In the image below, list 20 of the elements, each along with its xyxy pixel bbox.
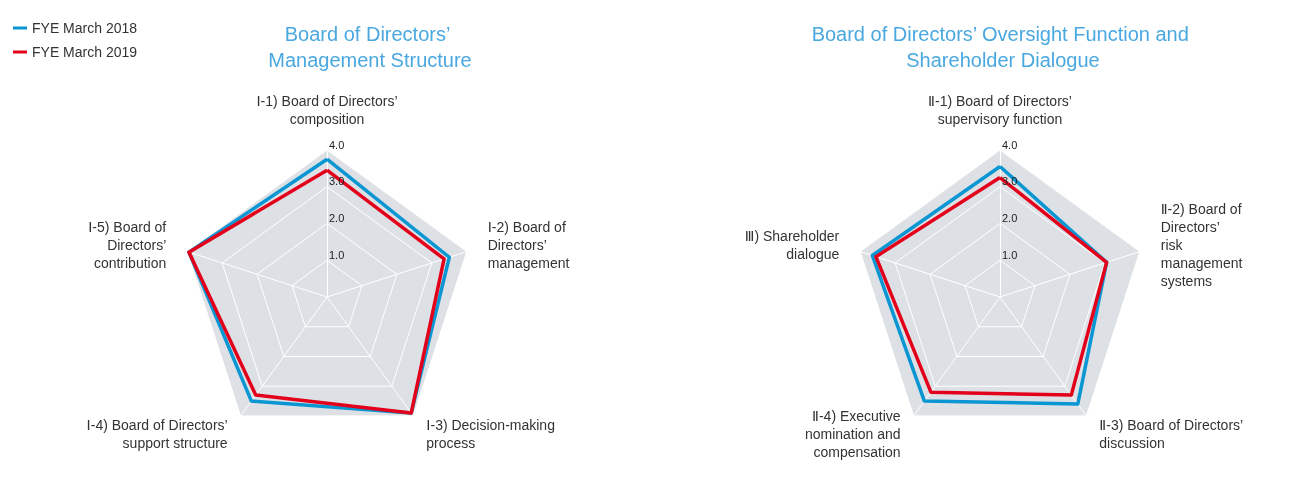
spoke-label: Ⅱ-4) Executive nomination and compensation bbox=[804, 407, 901, 460]
text: Board of Directors’ Management Structure bbox=[268, 23, 472, 71]
spoke-label: Ⅱ-2) Board of Directors’ risk management systems bbox=[1160, 200, 1243, 289]
spoke-label: Ⅰ-4) Board of Directors’ support structure bbox=[86, 416, 228, 451]
y-tick-label: 4.0 bbox=[329, 138, 345, 151]
y-tick-label: 2.0 bbox=[1002, 212, 1018, 224]
spoke-label: Ⅲ) Shareholder dialogue bbox=[744, 227, 840, 262]
spoke-label: Ⅰ-5) Board of Directors’ contribution bbox=[88, 218, 167, 271]
spoke-label: Ⅱ-1) Board of Directors’ supervisory function bbox=[928, 93, 1072, 127]
legend-label: FYE March 2019 bbox=[32, 44, 138, 60]
y-tick-label: 2.0 bbox=[329, 212, 345, 224]
spoke-label: Ⅰ-3) Decision-making process bbox=[426, 416, 555, 451]
spoke-label: Ⅰ-1) Board of Directors’ composition bbox=[256, 93, 398, 127]
spoke-label: Ⅰ-2) Board of Directors’ management bbox=[487, 218, 570, 271]
spoke-label: Ⅱ-3) Board of Directors’ discussion bbox=[1099, 416, 1244, 451]
chart-title: Board of Directors’ Oversight Function and Shareholder Dialogue bbox=[811, 23, 1195, 71]
y-tick-label: 4.0 bbox=[1002, 138, 1018, 151]
y-tick-label: 1.0 bbox=[1002, 248, 1018, 261]
legend-label: FYE March 2018 bbox=[32, 20, 138, 36]
y-tick-label: 1.0 bbox=[329, 248, 345, 261]
